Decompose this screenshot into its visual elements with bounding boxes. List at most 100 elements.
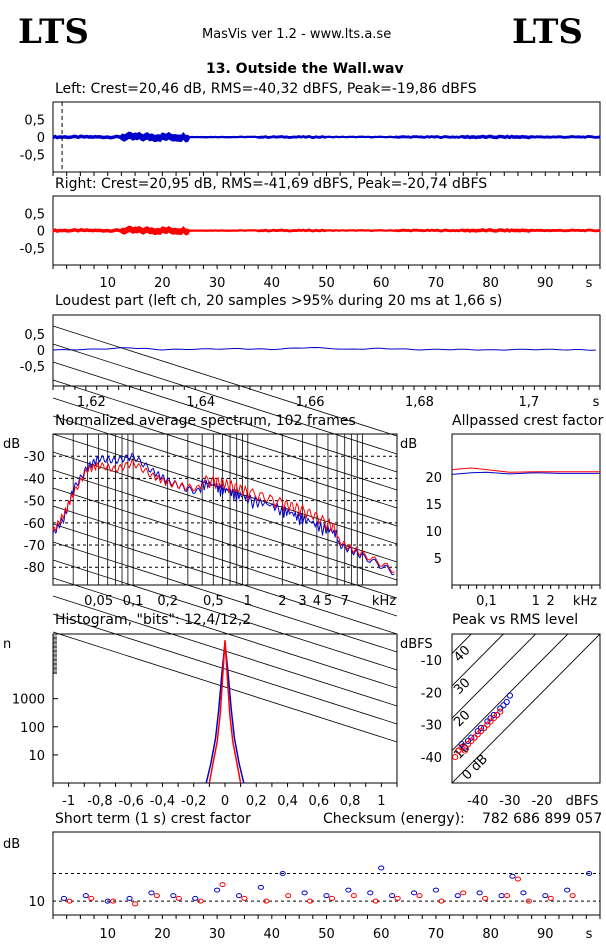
loudest-part-frame (52, 314, 601, 387)
y-tick-label-20: 20 (425, 471, 442, 486)
short-term-point-right (241, 895, 248, 901)
x-tick-label-90: 90 (537, 276, 554, 291)
spectrum-slope-line (52, 523, 398, 635)
y-tick-label--40: -40 (24, 472, 45, 487)
x-tick-label-80: 80 (482, 276, 499, 291)
short-term-point-left (476, 890, 483, 896)
x-tick-label-1,64: 1,64 (186, 395, 215, 410)
short-term-point-left (389, 893, 396, 899)
short-term-point-right (394, 895, 401, 901)
x-tick-label-0,05: 0,05 (84, 594, 113, 609)
short-term-point-right (328, 895, 336, 901)
loudest-part-title: Loudest part (left ch, 20 samples >95% d… (55, 293, 503, 309)
y-tick-label-10: 10 (28, 895, 45, 910)
y-tick-label--40: -40 (421, 751, 442, 766)
x-tick-label-1: 1 (244, 594, 252, 609)
x-tick-label--40: -40 (467, 794, 488, 809)
x-tick-label-1,7: 1,7 (519, 395, 540, 410)
x-tick-label-70: 70 (428, 276, 445, 291)
spectrum-slope-line (52, 505, 398, 617)
x-tick-label-0,1: 0,1 (123, 594, 144, 609)
diagonal-line-0 (452, 634, 600, 783)
short-term-point-right (372, 898, 379, 904)
spectrum-slope-line (52, 379, 398, 491)
short-term-point-left (257, 884, 264, 890)
short-term-point-right (110, 898, 117, 904)
checksum-label: Checksum (energy): (323, 811, 465, 827)
diagonal-line-30 (452, 634, 505, 687)
y-tick-label-0: 0 (37, 131, 45, 146)
peak-vs-rms-point-right (493, 711, 501, 719)
short-term-point-left (279, 871, 286, 876)
y-tick-label--30: -30 (24, 450, 45, 465)
short-term-title: Short term (1 s) crest factor (55, 811, 251, 827)
peak-vs-rms-point-right (464, 741, 472, 748)
short-term-point-left (301, 890, 308, 896)
peak-vs-rms-point-right (477, 728, 485, 735)
peak-vs-rms-point-right (487, 718, 494, 725)
short-term-point-right (263, 898, 270, 904)
x-tick-label--1: -1 (62, 794, 75, 809)
short-term-point-left (367, 890, 374, 896)
diagonal-label-1: 30 (451, 675, 473, 697)
x-tick-label--0,2: -0,2 (181, 794, 206, 809)
x-tick-label-s: s (586, 927, 593, 942)
short-term-point-left (520, 890, 527, 896)
x-tick-label-0,4: 0,4 (277, 794, 298, 809)
short-term-point-right (569, 893, 576, 899)
y-tick-label-neg-0-5: -0,5 (20, 242, 45, 257)
x-tick-label-70: 70 (428, 927, 445, 942)
peak-vs-rms-point-right (452, 753, 459, 761)
spectrum-slope-line (52, 361, 398, 473)
x-tick-label-50: 50 (318, 927, 335, 942)
peak-vs-rms-point-left (468, 734, 475, 741)
x-tick-label-90: 90 (537, 927, 554, 942)
short-term-point-left (585, 871, 593, 876)
x-tick-label-kHz: kHz (573, 594, 597, 609)
x-tick-label-1,62: 1,62 (77, 395, 106, 410)
x-tick-label-0,5: 0,5 (203, 594, 224, 609)
allpassed-title: Allpassed crest factor (452, 413, 604, 429)
short-term-point-left (323, 893, 330, 899)
short-term-point-left (432, 887, 439, 893)
x-tick-label--20: -20 (531, 794, 552, 809)
x-tick-label-80: 80 (482, 927, 499, 942)
x-tick-label-1,66: 1,66 (296, 395, 325, 410)
y-tick-label--80: -80 (24, 561, 45, 576)
y-tick-label-5: 5 (434, 552, 442, 567)
spectrum-slope-line (52, 613, 398, 725)
right-waveform-title: Right: Crest=20,95 dB, RMS=-41,69 dBFS, … (55, 176, 488, 192)
short-term-point-left (564, 887, 571, 893)
file-title: 13. Outside the Wall.wav (206, 61, 404, 77)
x-tick-label-s: s (593, 395, 600, 410)
x-tick-label-2: 2 (547, 594, 555, 609)
y-tick-label-0-5: 0,5 (24, 114, 45, 129)
peak-vs-rms-point-left (497, 705, 504, 712)
short-term-point-left (60, 895, 68, 901)
left-waveform-title: Left: Crest=20,46 dB, RMS=-40,32 dBFS, P… (55, 81, 477, 97)
peak-vs-rms-point-left (461, 744, 468, 751)
histogram-left-line (205, 642, 245, 784)
short-term-point-right (219, 882, 226, 888)
peak-vs-rms-point-right (471, 734, 478, 741)
x-tick-label-1,68: 1,68 (405, 395, 434, 410)
short-term-point-right (175, 895, 182, 901)
y-tick-label-0-5: 0,5 (24, 328, 45, 343)
spectrum-slope-line (52, 343, 398, 455)
spectrum-right-line (53, 459, 395, 573)
short-term-point-left (214, 887, 221, 893)
short-term-point-left (498, 893, 505, 899)
spectrum-slope-line (52, 469, 398, 581)
y-tick-label-10: 10 (28, 749, 45, 764)
diagonal-line-10 (452, 634, 569, 752)
short-term-point-left (126, 895, 133, 901)
y-tick-label-10: 10 (425, 525, 442, 540)
y-tick-label--10: -10 (421, 654, 442, 669)
peak-vs-rms-y-unit: dBFS (400, 637, 433, 652)
short-term-point-right (482, 895, 489, 901)
short-term-point-right (153, 893, 161, 899)
peak-vs-rms-point-right (455, 747, 462, 754)
checksum-value: 782 686 899 057 (482, 811, 603, 827)
peak-vs-rms-point-right (461, 747, 468, 754)
peak-vs-rms-point-left (500, 702, 507, 709)
